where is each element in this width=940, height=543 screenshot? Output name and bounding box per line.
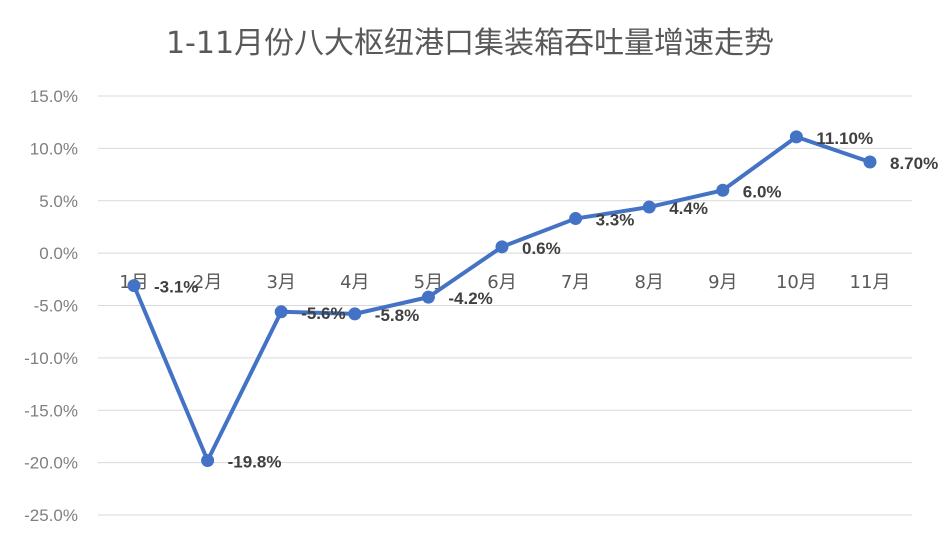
data-point — [863, 155, 877, 169]
data-point — [127, 279, 141, 293]
x-tick-label: 5月 — [414, 272, 443, 293]
y-tick-label: 5.0% — [39, 192, 78, 211]
data-label: 6.0% — [743, 182, 782, 201]
data-label: 8.70% — [890, 154, 938, 173]
y-tick-label: -5.0% — [34, 297, 78, 316]
x-tick-label: 4月 — [340, 272, 369, 293]
chart-title: 1-11月份八大枢纽港口集装箱吞吐量增速走势 — [165, 26, 775, 61]
data-point — [495, 240, 509, 254]
data-label: 0.6% — [522, 239, 561, 258]
data-point — [201, 454, 215, 468]
x-tick-label: 3月 — [266, 272, 295, 293]
data-label: -5.6% — [301, 304, 345, 323]
x-tick-label: 10月 — [776, 272, 817, 293]
y-tick-label: -15.0% — [24, 401, 78, 420]
data-point — [789, 130, 803, 144]
data-point — [716, 183, 730, 197]
y-tick-label: -20.0% — [24, 454, 78, 473]
x-tick-label: 2月 — [193, 272, 222, 293]
data-label: 4.4% — [669, 199, 708, 218]
data-label: -5.8% — [375, 306, 419, 325]
x-tick-label: 9月 — [708, 272, 737, 293]
x-tick-label: 7月 — [561, 272, 590, 293]
x-tick-label: 8月 — [634, 272, 663, 293]
data-label: -3.1% — [154, 278, 198, 297]
data-label: -19.8% — [228, 453, 282, 472]
y-tick-label: 15.0% — [30, 87, 78, 106]
data-label: 11.10% — [816, 129, 873, 148]
data-label: -4.2% — [448, 289, 492, 308]
data-point — [642, 200, 656, 214]
data-label: 3.3% — [596, 211, 635, 230]
data-point — [421, 290, 435, 304]
x-tick-label: 11月 — [850, 272, 891, 293]
data-point — [569, 212, 583, 226]
data-point — [274, 305, 288, 319]
y-tick-label: -10.0% — [24, 349, 78, 368]
x-tick-label: 6月 — [487, 272, 516, 293]
y-tick-label: 10.0% — [30, 139, 78, 158]
y-tick-label: 0.0% — [39, 244, 78, 263]
y-tick-label: -25.0% — [24, 506, 78, 525]
data-point — [348, 307, 362, 321]
